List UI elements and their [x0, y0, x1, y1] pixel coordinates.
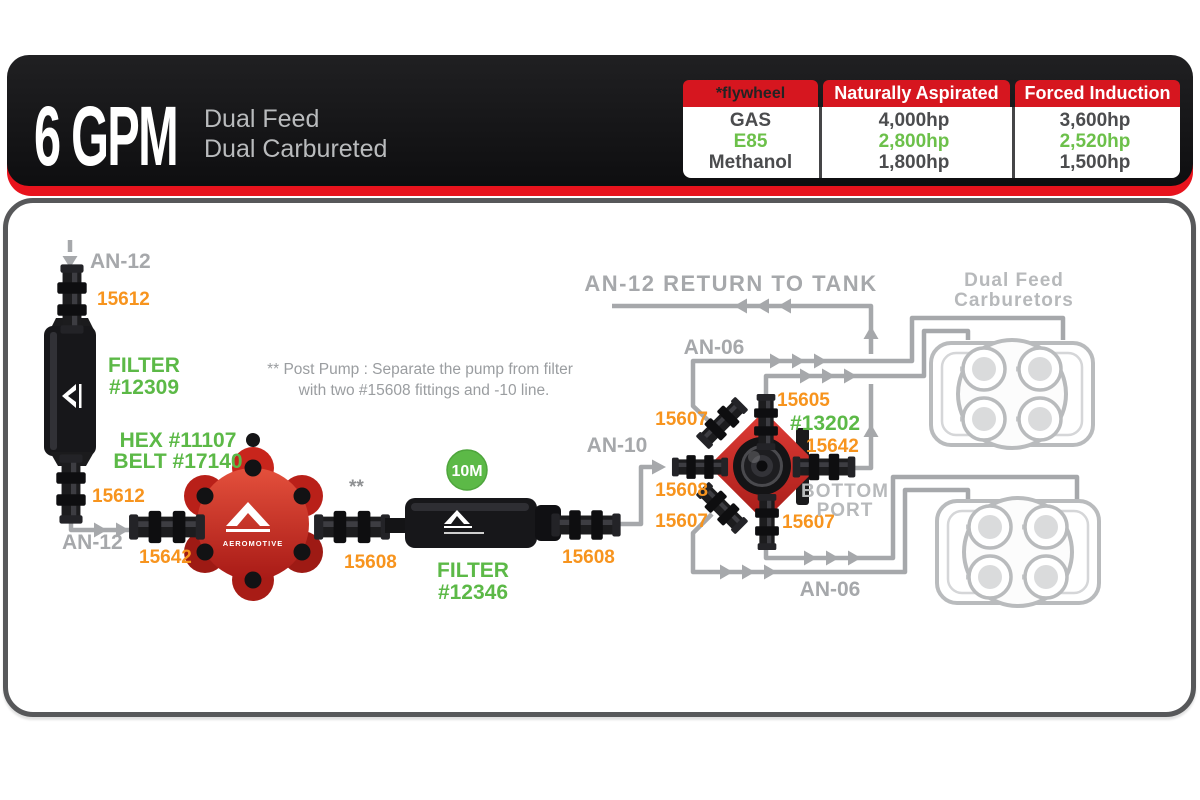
- fuel-cell: GAS: [729, 110, 772, 131]
- fi-cell: 3,600hp: [1059, 110, 1131, 131]
- na-cell: 1,800hp: [878, 152, 950, 173]
- column-divider: [1012, 107, 1015, 178]
- table-row-gas: GAS 4,000hp 3,600hp: [683, 110, 1180, 131]
- horsepower-table-header-row: *flywheel Naturally Aspirated Forced Ind…: [683, 80, 1180, 107]
- table-row-e85: E85 2,800hp 2,520hp: [683, 131, 1180, 152]
- horsepower-table: *flywheel Naturally Aspirated Forced Ind…: [683, 80, 1180, 178]
- na-cell: 2,800hp: [878, 131, 950, 152]
- fuel-cell: Methanol: [708, 152, 793, 173]
- na-cell: 4,000hp: [878, 110, 950, 131]
- fuel-cell: E85: [733, 131, 768, 152]
- page-subtitle: Dual Feed Dual Carbureted: [204, 104, 387, 164]
- col-header-forced-induction: Forced Induction: [1015, 80, 1180, 107]
- table-row-methanol: Methanol 1,800hp 1,500hp: [683, 152, 1180, 173]
- fi-cell: 1,500hp: [1059, 152, 1131, 173]
- column-divider: [819, 107, 822, 178]
- subtitle-line-2: Dual Carbureted: [204, 135, 388, 163]
- page-title: 6 GPM: [34, 89, 179, 183]
- diagram-panel: [3, 198, 1196, 717]
- col-header-naturally-aspirated: Naturally Aspirated: [823, 80, 1010, 107]
- fi-cell: 2,520hp: [1059, 131, 1131, 152]
- col-header-flywheel: *flywheel: [683, 80, 818, 107]
- subtitle-line-1: Dual Feed: [204, 105, 320, 133]
- horsepower-table-body: GAS 4,000hp 3,600hp E85 2,800hp 2,520hp …: [683, 107, 1180, 178]
